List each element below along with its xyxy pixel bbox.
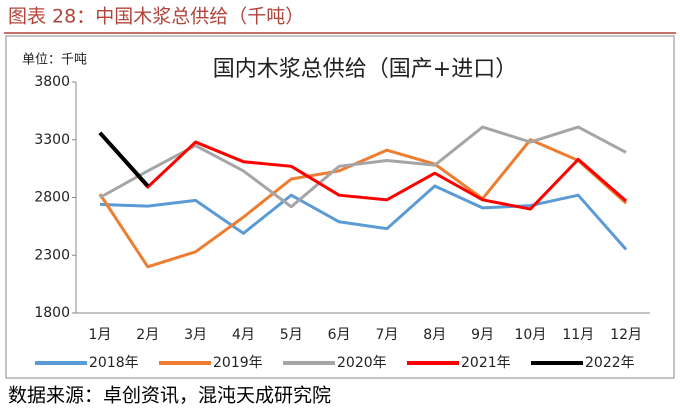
y-tick-label: 1800 [34,305,70,321]
source: 数据来源：卓创资讯，混沌天成研究院 [8,385,331,407]
series-line [98,138,628,269]
x-tick-label: 4月 [232,327,255,343]
x-tick-label: 10月 [515,327,547,343]
x-tick-label: 6月 [328,327,351,343]
x-tick-label: 7月 [375,327,398,343]
x-tick-label: 3月 [184,327,207,343]
x-tick-label: 2月 [136,327,159,343]
legend-label: 2022年 [585,355,635,371]
y-tick-label: 3300 [34,132,70,148]
x-tick-label: 9月 [471,327,494,343]
series-line [98,131,628,211]
series-line [99,125,627,209]
x-tick-label: 1月 [88,327,111,343]
x-tick-label: 5月 [280,327,303,343]
legend-label: 2021年 [461,355,511,371]
unit-label: 单位：千吨 [22,53,87,68]
legend-label: 2019年 [213,355,263,371]
legend-label: 2018年 [89,355,139,371]
series-line [99,184,628,251]
chart-frame [5,35,675,379]
x-tick-label: 11月 [562,327,594,343]
x-tick-label: 8月 [423,327,446,343]
chart-title: 国内木浆总供给（国产+进口） [213,57,517,82]
x-tick-label: 12月 [610,327,642,343]
caption: 图表 28：中国木浆总供给（千吨） [8,6,304,28]
y-tick-label: 2300 [34,247,70,263]
y-tick-label: 3800 [34,74,70,90]
y-tick-label: 2800 [34,190,70,206]
legend-label: 2020年 [337,355,387,371]
series-line [98,131,150,188]
